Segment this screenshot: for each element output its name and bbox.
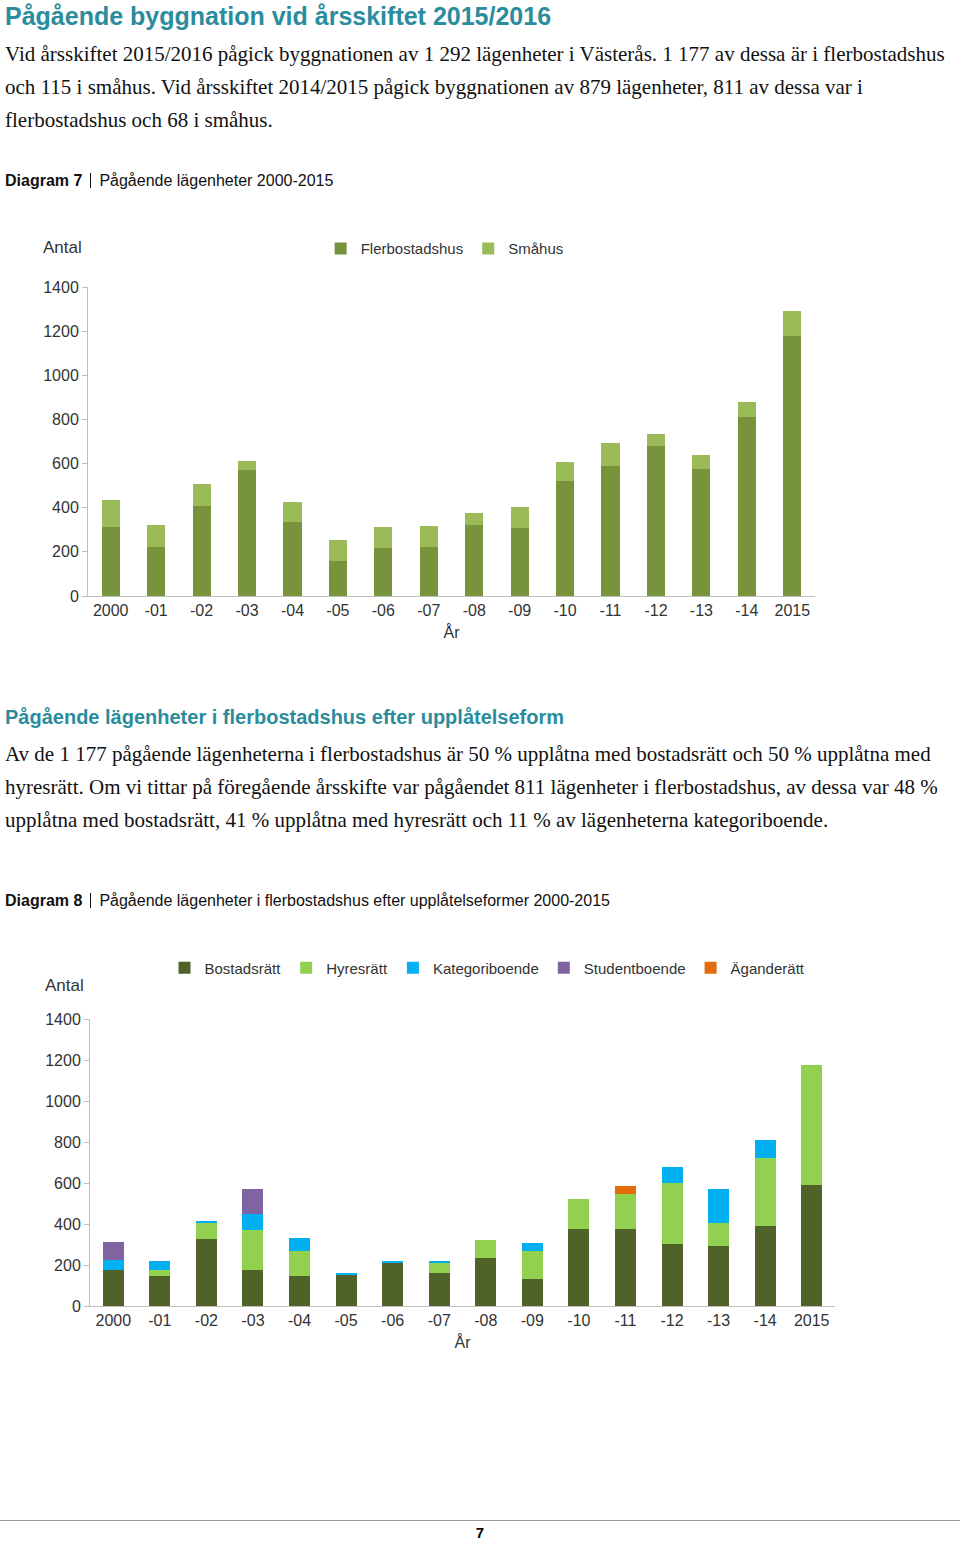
svg-text:200: 200 xyxy=(52,543,79,560)
svg-text:Studentboende: Studentboende xyxy=(584,960,686,977)
svg-text:400: 400 xyxy=(54,1216,81,1233)
svg-text:Småhus: Småhus xyxy=(508,240,563,257)
svg-text:Flerbostadshus: Flerbostadshus xyxy=(361,240,464,257)
svg-text:-03: -03 xyxy=(241,1312,264,1329)
svg-text:-11: -11 xyxy=(600,602,622,619)
svg-text:-11: -11 xyxy=(615,1312,637,1329)
svg-text:-14: -14 xyxy=(754,1312,777,1329)
svg-text:-07: -07 xyxy=(428,1312,451,1329)
svg-text:600: 600 xyxy=(54,1175,81,1192)
svg-text:-12: -12 xyxy=(644,602,667,619)
svg-text:-02: -02 xyxy=(190,602,213,619)
svg-text:2015: 2015 xyxy=(774,602,810,619)
svg-text:Hyresrätt: Hyresrätt xyxy=(326,960,388,977)
svg-text:1400: 1400 xyxy=(45,1011,81,1028)
svg-text:-09: -09 xyxy=(521,1312,544,1329)
svg-text:0: 0 xyxy=(70,588,79,605)
svg-text:Äganderätt: Äganderätt xyxy=(731,960,805,977)
svg-text:800: 800 xyxy=(52,411,79,428)
html-text:Vid årsskiftet 2015/2016 pågic: Vid årsskiftet 2015/2016 pågick byggnati… xyxy=(5,42,945,132)
svg-text:Antal: Antal xyxy=(43,238,82,257)
svg-text:-09: -09 xyxy=(508,602,531,619)
html-text:Pågående lägenheter 2000-2015: Pågående lägenheter 2000-2015 xyxy=(99,172,334,189)
svg-text:-10: -10 xyxy=(554,602,577,619)
html-text:Diagram 8: Diagram 8 xyxy=(5,892,83,909)
svg-text:-13: -13 xyxy=(707,1312,730,1329)
svg-text:2000: 2000 xyxy=(93,602,129,619)
svg-text:600: 600 xyxy=(52,455,79,472)
html-text:7: 7 xyxy=(475,1524,485,1541)
svg-text:Kategoriboende: Kategoriboende xyxy=(433,960,539,977)
svg-text:-04: -04 xyxy=(281,602,304,619)
svg-text:År: År xyxy=(455,1333,472,1351)
svg-text:-05: -05 xyxy=(335,1312,358,1329)
svg-text:200: 200 xyxy=(54,1257,81,1274)
svg-text:Bostadsrätt: Bostadsrätt xyxy=(205,960,282,977)
svg-text:-03: -03 xyxy=(235,602,258,619)
svg-text:-13: -13 xyxy=(690,602,713,619)
html-text:Pågående lägenheter i flerbost: Pågående lägenheter i flerbostadshus eft… xyxy=(99,892,610,909)
svg-text:1400: 1400 xyxy=(43,279,79,296)
svg-text:800: 800 xyxy=(54,1134,81,1151)
svg-text:1000: 1000 xyxy=(43,367,79,384)
svg-text:-01: -01 xyxy=(145,602,168,619)
svg-text:Antal: Antal xyxy=(45,976,84,995)
svg-text:2000: 2000 xyxy=(95,1312,131,1329)
svg-text:2015: 2015 xyxy=(794,1312,830,1329)
svg-text:-04: -04 xyxy=(288,1312,311,1329)
svg-text:1200: 1200 xyxy=(45,1052,81,1069)
svg-text:400: 400 xyxy=(52,499,79,516)
svg-text:År: År xyxy=(444,623,461,641)
svg-text:-08: -08 xyxy=(474,1312,497,1329)
svg-text:-14: -14 xyxy=(735,602,758,619)
svg-text:-10: -10 xyxy=(567,1312,590,1329)
svg-text:-06: -06 xyxy=(372,602,395,619)
html-text:Diagram 7: Diagram 7 xyxy=(5,172,83,189)
html-text:Pågående lägenheter i flerbost: Pågående lägenheter i flerbostadshus eft… xyxy=(5,706,564,728)
svg-text:-12: -12 xyxy=(660,1312,683,1329)
svg-text:-05: -05 xyxy=(326,602,349,619)
svg-text:-06: -06 xyxy=(381,1312,404,1329)
svg-text:1000: 1000 xyxy=(45,1093,81,1110)
html-text:Pågående byggnation vid årsski: Pågående byggnation vid årsskiftet 2015/… xyxy=(5,2,552,30)
svg-text:1200: 1200 xyxy=(43,323,79,340)
svg-text:-01: -01 xyxy=(148,1312,171,1329)
svg-text:-02: -02 xyxy=(195,1312,218,1329)
svg-text:-08: -08 xyxy=(463,602,486,619)
svg-text:-07: -07 xyxy=(417,602,440,619)
svg-text:0: 0 xyxy=(72,1298,81,1315)
html-text:Av de 1 177 pågående lägenhete: Av de 1 177 pågående lägenheterna i fler… xyxy=(5,742,938,832)
